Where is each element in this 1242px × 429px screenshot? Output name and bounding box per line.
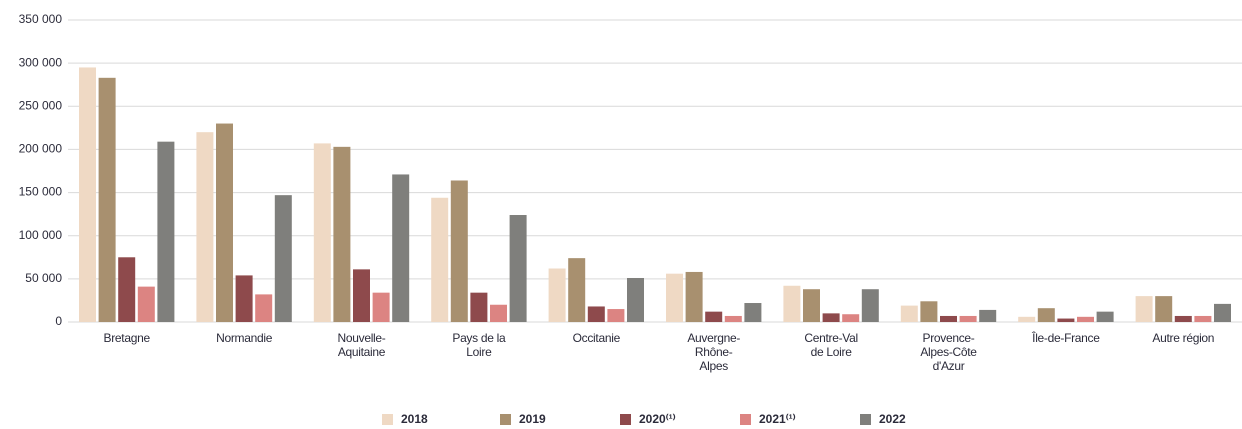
bar xyxy=(979,309,997,322)
bar xyxy=(1077,316,1094,322)
bar xyxy=(372,292,390,322)
bar xyxy=(803,289,820,322)
legend-label: 2020⁽¹⁾ xyxy=(639,412,676,426)
x-tick-label: Nouvelle- Aquitaine xyxy=(337,331,386,359)
legend-swatch xyxy=(740,414,751,425)
x-tick-label: Pays de la Loire xyxy=(452,331,506,359)
bar xyxy=(842,314,860,322)
legend-swatch xyxy=(500,414,511,425)
bar xyxy=(685,271,703,322)
y-tick-label: 350 000 xyxy=(19,12,63,26)
bar xyxy=(783,285,801,322)
bar xyxy=(940,315,957,322)
bar xyxy=(333,146,351,322)
bar xyxy=(98,77,116,322)
bar xyxy=(255,294,273,322)
bar xyxy=(79,67,96,322)
x-tick-label: Auvergne- Rhône- Alpes xyxy=(687,331,741,373)
bar xyxy=(920,301,938,322)
x-tick-label: Île-de-France xyxy=(1032,331,1100,345)
bar xyxy=(196,132,214,322)
bar xyxy=(724,315,742,322)
legend-swatch xyxy=(382,414,393,425)
x-tick-label: Bretagne xyxy=(103,331,151,345)
legend-label: 2022 xyxy=(879,412,906,426)
x-tick-label: Occitanie xyxy=(572,331,621,345)
bar xyxy=(235,275,253,322)
bar xyxy=(1135,296,1153,322)
y-tick-label: 0 xyxy=(55,314,62,328)
bar xyxy=(118,257,136,322)
legend-label: 2021⁽¹⁾ xyxy=(759,412,796,426)
bar xyxy=(627,277,644,322)
y-tick-label: 100 000 xyxy=(19,228,63,242)
bar xyxy=(744,303,762,322)
bar xyxy=(1018,316,1036,322)
y-tick-label: 300 000 xyxy=(19,55,63,69)
bar xyxy=(607,309,625,322)
bar xyxy=(900,305,918,322)
bar xyxy=(548,268,566,322)
bar xyxy=(705,311,723,322)
y-tick-label: 150 000 xyxy=(19,185,63,199)
bar xyxy=(137,286,155,322)
bar xyxy=(1214,303,1231,322)
bar xyxy=(274,195,292,322)
legend-swatch xyxy=(620,414,631,425)
bar xyxy=(313,143,331,322)
bar xyxy=(1037,308,1055,322)
bar xyxy=(959,315,977,322)
x-tick-label: Provence- Alpes-Côte d'Azur xyxy=(920,331,977,373)
bar xyxy=(861,289,879,322)
bar xyxy=(587,306,605,322)
x-tick-label: Normandie xyxy=(216,331,273,345)
x-tick-label: Autre région xyxy=(1152,331,1215,345)
bar xyxy=(450,180,468,322)
bar xyxy=(568,258,586,322)
legend-swatch xyxy=(860,414,871,425)
bar xyxy=(490,304,507,322)
bar xyxy=(1155,296,1173,322)
bar xyxy=(509,215,527,322)
bar xyxy=(353,269,370,322)
legend-label: 2018 xyxy=(401,412,428,426)
bar xyxy=(431,197,449,322)
y-tick-label: 50 000 xyxy=(25,271,62,285)
bar xyxy=(157,141,175,322)
y-tick-label: 250 000 xyxy=(19,98,63,112)
bar xyxy=(666,273,683,322)
bar xyxy=(1057,318,1075,322)
x-tick-label: Centre-Val de Loire xyxy=(804,331,858,359)
bar xyxy=(1174,315,1192,322)
legend-label: 2019 xyxy=(519,412,546,426)
bar xyxy=(216,123,233,323)
bar xyxy=(470,292,488,322)
bar xyxy=(392,174,410,322)
bar xyxy=(1096,311,1114,322)
bar xyxy=(1194,315,1212,322)
bar xyxy=(822,313,840,322)
y-tick-label: 200 000 xyxy=(19,142,63,156)
